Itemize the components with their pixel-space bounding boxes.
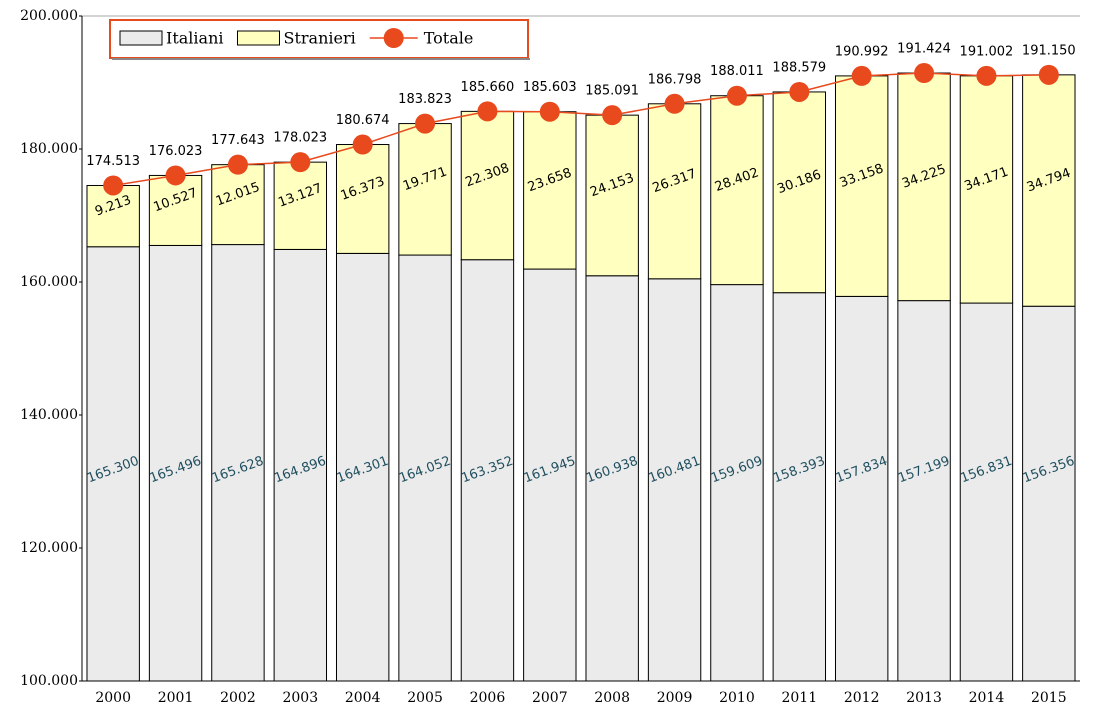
bar bbox=[897, 72, 951, 302]
bar bbox=[211, 244, 265, 682]
y-tick-label: 100.000 bbox=[20, 673, 78, 689]
total-marker bbox=[726, 85, 747, 106]
bar bbox=[772, 292, 827, 682]
line-value-label: 183.823 bbox=[398, 92, 452, 107]
total-marker bbox=[477, 101, 498, 122]
line-value-label: 185.660 bbox=[461, 80, 515, 95]
y-tick-label: 200.000 bbox=[20, 8, 78, 24]
bar bbox=[398, 254, 452, 682]
total-line bbox=[113, 72, 1049, 187]
legend-swatch bbox=[119, 30, 163, 46]
bar bbox=[211, 164, 265, 246]
bar bbox=[460, 110, 515, 261]
legend-label: Italiani bbox=[166, 29, 223, 48]
x-tick-label: 2012 bbox=[844, 690, 880, 706]
bar bbox=[585, 275, 639, 682]
total-marker bbox=[664, 93, 685, 114]
bar bbox=[86, 184, 140, 248]
bar bbox=[1022, 74, 1076, 307]
x-tick-label: 2004 bbox=[345, 690, 381, 706]
x-tick-label: 2015 bbox=[1031, 690, 1067, 706]
x-tick-label: 2011 bbox=[781, 690, 817, 706]
line-value-label: 176.023 bbox=[149, 144, 203, 159]
line-value-label: 188.011 bbox=[710, 64, 764, 79]
legend: Italiani Stranieri Totale bbox=[109, 19, 530, 60]
x-tick-label: 2013 bbox=[906, 690, 942, 706]
line-value-label: 186.798 bbox=[648, 72, 702, 87]
x-tick-label: 2006 bbox=[470, 690, 506, 706]
bar bbox=[335, 144, 390, 254]
y-tick-label: 140.000 bbox=[20, 407, 78, 423]
x-tick-label: 2001 bbox=[158, 690, 194, 706]
legend-marker bbox=[383, 28, 404, 48]
bar bbox=[834, 295, 889, 682]
bar bbox=[834, 75, 889, 297]
y-tick-label: 160.000 bbox=[20, 274, 78, 290]
line-value-label: 177.643 bbox=[211, 133, 265, 148]
bar bbox=[86, 246, 140, 682]
bar bbox=[959, 75, 1014, 304]
x-tick-label: 2010 bbox=[719, 690, 755, 706]
total-marker bbox=[165, 165, 186, 186]
x-tick-label: 2000 bbox=[95, 690, 131, 706]
bar bbox=[1022, 305, 1076, 682]
total-marker bbox=[602, 105, 623, 126]
line-value-label: 178.023 bbox=[273, 131, 327, 146]
total-marker bbox=[914, 63, 935, 84]
line-value-label: 191.150 bbox=[1022, 43, 1076, 58]
bar bbox=[959, 302, 1014, 682]
y-tick-label: 180.000 bbox=[20, 141, 78, 157]
line-value-label: 185.091 bbox=[585, 84, 639, 99]
total-marker bbox=[103, 175, 124, 196]
bar bbox=[523, 268, 577, 682]
line-value-label: 180.674 bbox=[336, 113, 390, 128]
total-marker bbox=[290, 152, 311, 173]
bar bbox=[148, 244, 203, 682]
line-value-label: 191.002 bbox=[960, 44, 1014, 59]
x-tick-label: 2005 bbox=[407, 690, 443, 706]
legend-swatch bbox=[236, 30, 280, 46]
total-marker bbox=[976, 65, 997, 86]
bar bbox=[647, 278, 702, 682]
x-tick-label: 2007 bbox=[532, 690, 568, 706]
line-value-label: 191.424 bbox=[897, 42, 951, 57]
bar bbox=[585, 114, 639, 277]
x-tick-label: 2008 bbox=[594, 690, 630, 706]
total-marker bbox=[539, 101, 560, 122]
bar bbox=[710, 95, 764, 286]
bar bbox=[273, 248, 328, 682]
legend-label: Stranieri bbox=[283, 29, 355, 48]
bar bbox=[772, 91, 827, 294]
line-value-label: 188.579 bbox=[772, 60, 826, 75]
total-marker bbox=[1038, 64, 1059, 85]
line-value-label: 174.513 bbox=[86, 154, 140, 169]
bar bbox=[523, 111, 577, 270]
bar bbox=[335, 252, 390, 682]
x-tick-label: 2009 bbox=[657, 690, 693, 706]
total-marker bbox=[415, 113, 436, 134]
x-tick-label: 2003 bbox=[282, 690, 318, 706]
bar bbox=[897, 300, 951, 682]
bar bbox=[398, 123, 452, 256]
total-marker bbox=[352, 134, 373, 155]
y-tick-label: 120.000 bbox=[20, 540, 78, 556]
bar bbox=[273, 161, 328, 250]
x-tick-label: 2014 bbox=[969, 690, 1005, 706]
line-value-label: 185.603 bbox=[523, 80, 577, 95]
legend-label: Totale bbox=[424, 29, 474, 48]
x-tick-label: 2002 bbox=[220, 690, 256, 706]
total-marker bbox=[227, 154, 248, 175]
total-marker bbox=[851, 65, 872, 86]
line-value-label: 190.992 bbox=[835, 44, 889, 59]
total-marker bbox=[789, 81, 810, 102]
bar bbox=[647, 103, 702, 280]
